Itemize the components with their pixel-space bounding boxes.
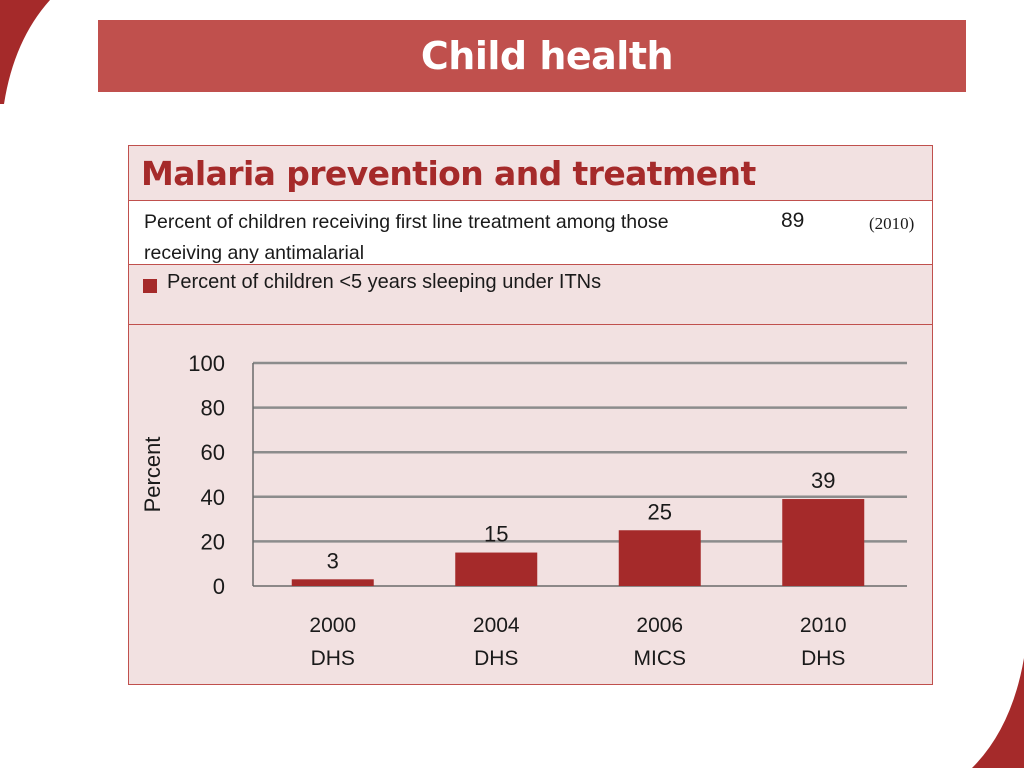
y-tick-label: 80 — [201, 396, 225, 421]
bar — [618, 530, 701, 586]
x-tick-label: 2000 — [309, 614, 356, 637]
data-label: 3 — [327, 548, 339, 573]
bar — [291, 579, 374, 586]
x-tick-sublabel: DHS — [474, 647, 518, 670]
x-tick-sublabel: MICS — [634, 647, 687, 670]
slide-title: Child health — [420, 34, 674, 78]
chart-legend: Percent of children <5 years sleeping un… — [129, 265, 932, 325]
y-tick-label: 40 — [201, 485, 225, 510]
x-tick-sublabel: DHS — [311, 647, 355, 670]
indicator-value: 89 — [781, 209, 805, 232]
y-tick-label: 100 — [188, 351, 225, 376]
malaria-panel: Malaria prevention and treatment Percent… — [128, 145, 933, 685]
x-tick-label: 2010 — [800, 614, 847, 637]
data-label: 39 — [811, 468, 835, 493]
panel-header: Malaria prevention and treatment — [129, 146, 932, 201]
panel-heading: Malaria prevention and treatment — [141, 154, 756, 193]
itn-bar-chart: 0 20 40 60 80 100 Percent 3 2000 DHS 15 2004 DHS 25 20… — [140, 351, 907, 670]
data-label: 15 — [484, 522, 508, 547]
indicator-year: (2010) — [869, 214, 915, 233]
x-tick-sublabel: DHS — [801, 647, 845, 670]
y-axis-title: Percent — [140, 437, 165, 513]
x-tick-label: 2006 — [636, 614, 683, 637]
decorative-corner-top-left — [0, 0, 50, 104]
indicator-row: Percent of children receiving first line… — [129, 201, 932, 265]
legend-label: Percent of children <5 years sleeping un… — [167, 271, 602, 293]
y-tick-label: 0 — [213, 574, 225, 599]
y-tick-label: 60 — [201, 440, 225, 465]
indicator-label: Percent of children receiving first line… — [144, 211, 669, 264]
slide-title-bar: Child health — [98, 20, 966, 92]
bar — [455, 552, 538, 586]
legend-swatch — [143, 279, 157, 293]
decorative-corner-bottom-right — [972, 658, 1024, 768]
bar — [782, 499, 865, 586]
x-tick-label: 2004 — [473, 614, 520, 637]
y-tick-label: 20 — [201, 529, 225, 554]
data-label: 25 — [648, 499, 672, 524]
